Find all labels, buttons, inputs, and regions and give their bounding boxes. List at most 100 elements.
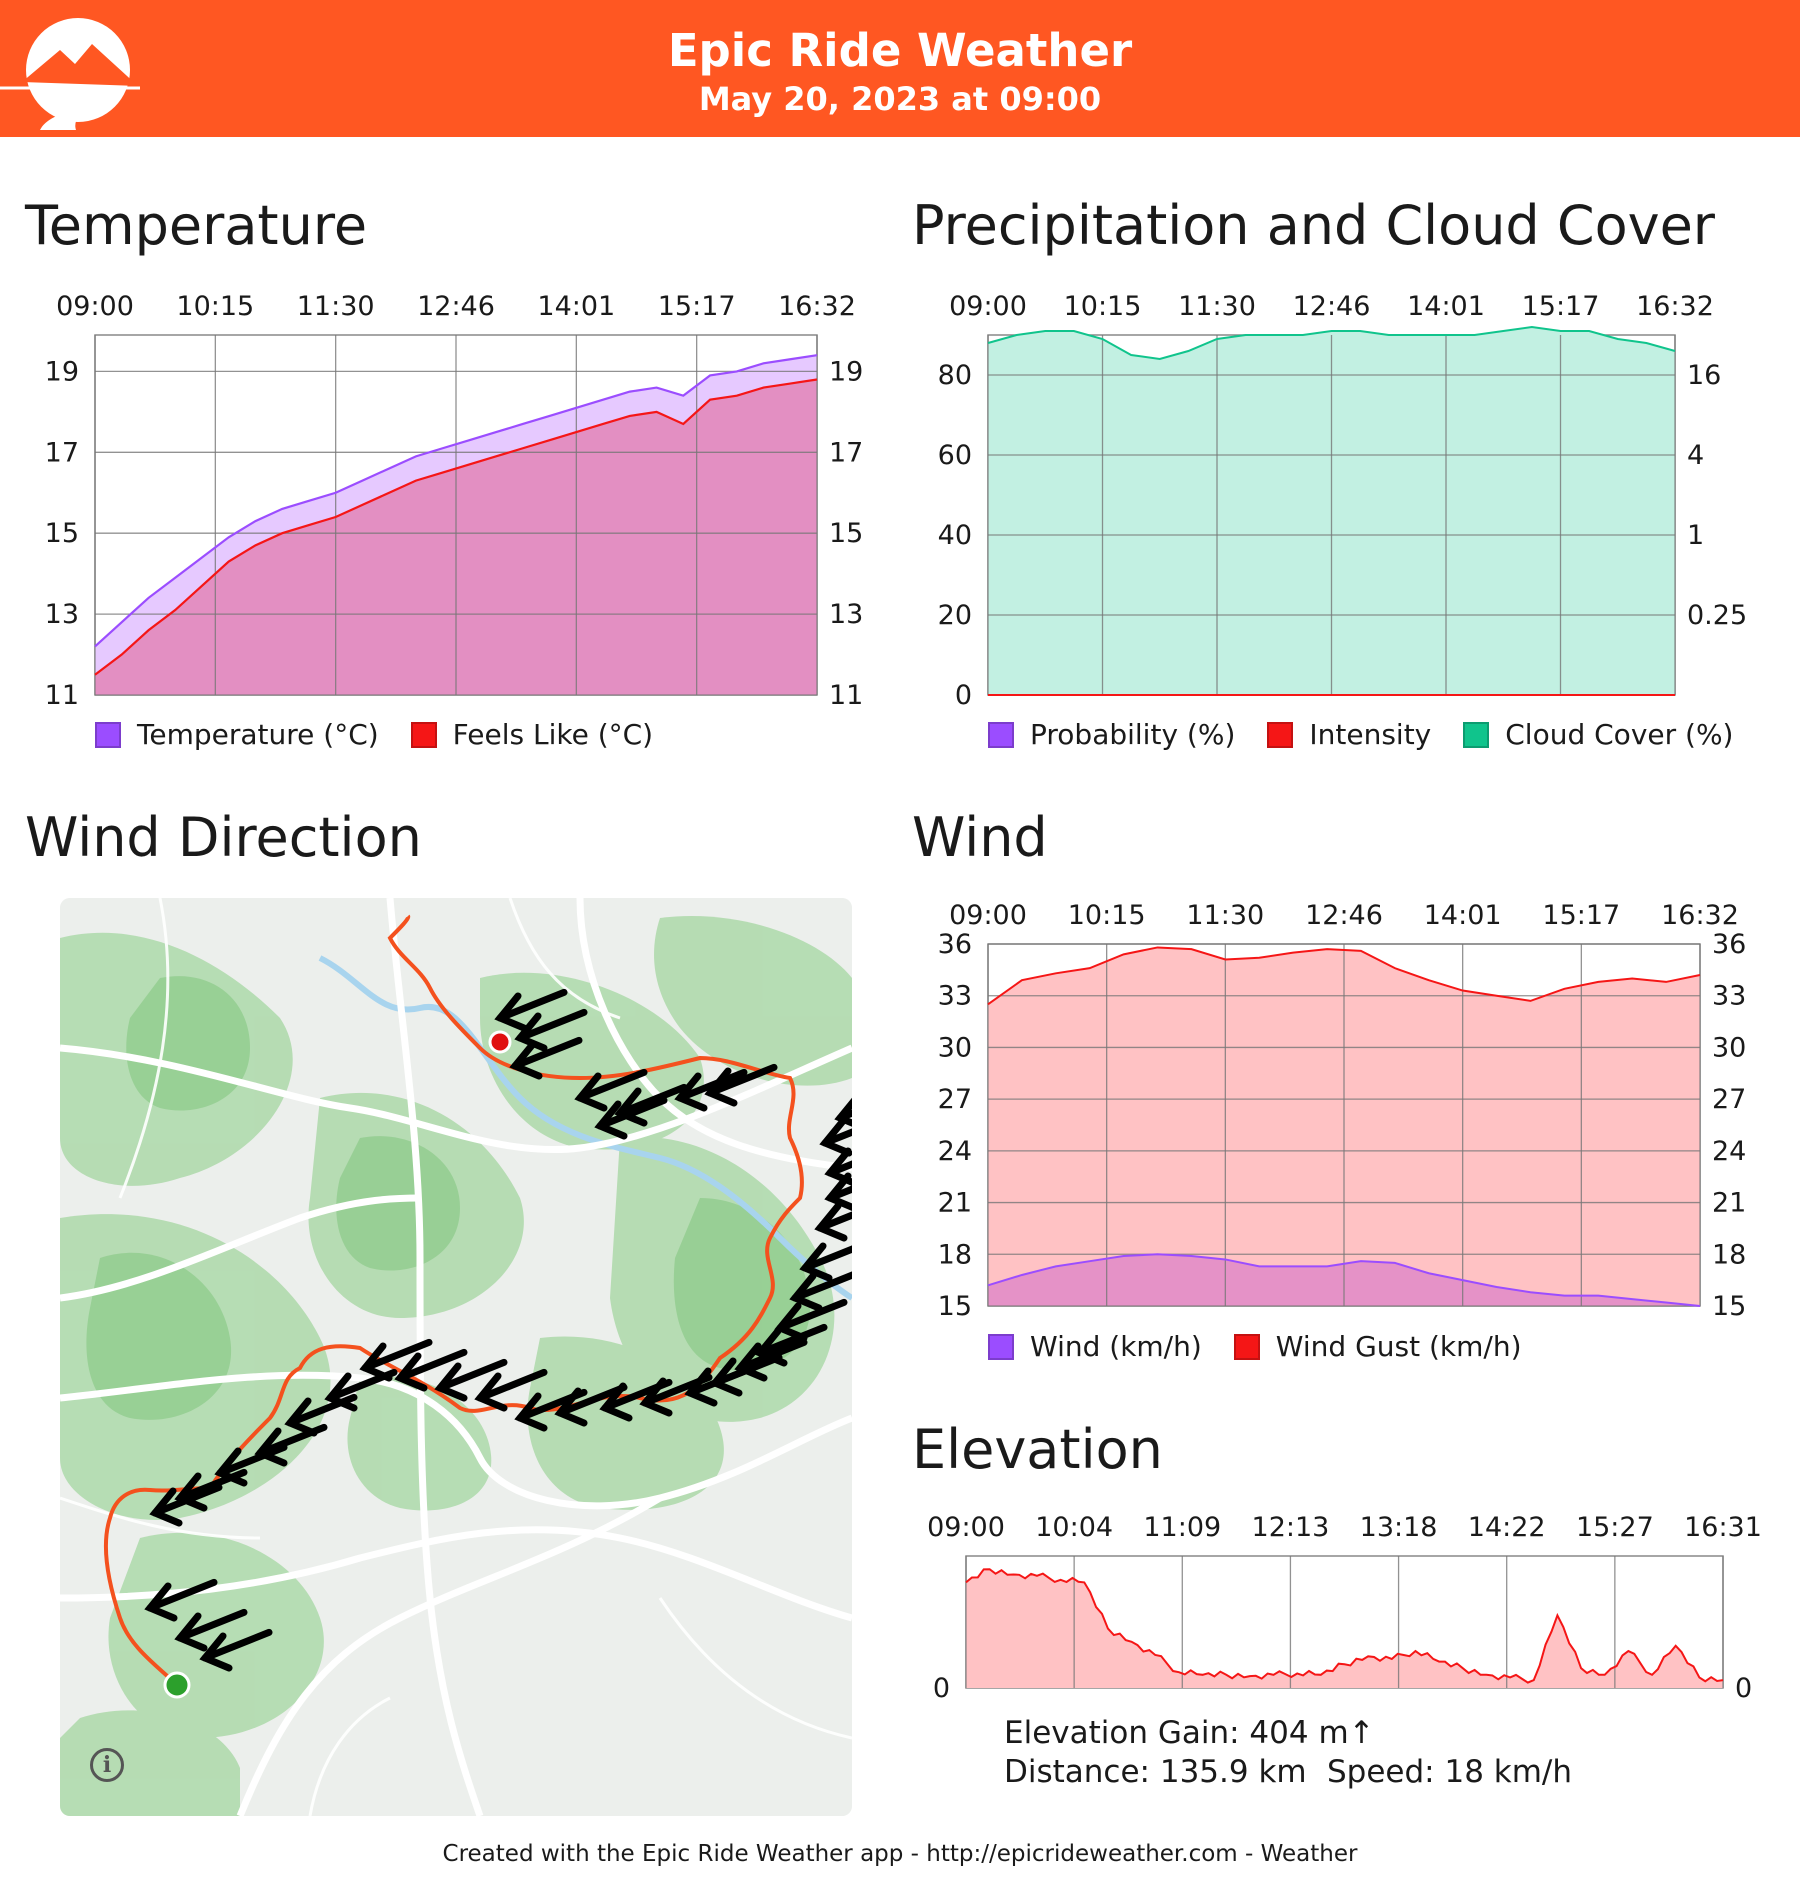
x-tick-label: 12:46 <box>1293 291 1371 322</box>
y-tick-label-left: 60 <box>938 440 972 471</box>
x-tick-label: 11:30 <box>1186 900 1264 931</box>
wind-arrow <box>616 1083 688 1117</box>
elevation-chart: 09:00 10:04 11:09 12:13 13:18 14:22 15:27 16:31… <box>927 1512 1762 1704</box>
y-tick-label-right: 21 <box>1712 1188 1746 1219</box>
route-start-icon <box>163 1671 191 1699</box>
x-tick-label: 16:31 <box>1684 1512 1762 1543</box>
wind-arrow <box>286 1393 358 1427</box>
y-tick-label-right: 16 <box>1687 360 1721 391</box>
y-tick-label-right: 18 <box>1712 1239 1746 1270</box>
series-line-0 <box>987 325 1676 361</box>
wind-arrow-head <box>614 1087 648 1127</box>
y-tick-label-left: 40 <box>938 520 972 551</box>
wind-arrow <box>151 1483 223 1517</box>
wind-arrow-head <box>174 1612 208 1652</box>
wind-arrow-head <box>514 1392 548 1432</box>
ride-distance: Distance: 135.9 km <box>1004 1754 1307 1790</box>
x-tick-label: 14:01 <box>537 291 615 322</box>
ride-speed: Speed: 18 km/h <box>1327 1754 1573 1790</box>
wind-arrow-head <box>734 1342 768 1382</box>
wind-arrow <box>436 1358 508 1392</box>
precipitation-chart: 09:00 10:15 11:30 12:46 14:01 15:17 16:3202040… <box>938 291 1747 711</box>
x-tick-label: 12:46 <box>1305 900 1383 931</box>
wind-arrow <box>516 1388 588 1422</box>
x-tick-label: 10:15 <box>1064 291 1142 322</box>
wind-title: Wind <box>912 806 1048 869</box>
y-tick-label-left: 36 <box>938 929 972 960</box>
legend-item-probability: Probability (%) <box>988 718 1235 751</box>
legend-item-wind: Wind (km/h) <box>988 1330 1202 1363</box>
epic-ride-logo-icon <box>0 18 140 130</box>
wind-arrow <box>511 1036 583 1070</box>
temperature-title: Temperature <box>25 194 368 257</box>
y-tick-label-right: 33 <box>1712 981 1746 1012</box>
wind-arrow <box>816 1211 852 1232</box>
info-icon[interactable]: i <box>90 1748 124 1782</box>
series-line-0 <box>94 354 818 648</box>
wind-arrow-head <box>774 1302 808 1342</box>
wind-direction-map[interactable]: i <box>60 898 852 1816</box>
wind-arrow <box>826 1160 852 1177</box>
wind-arrow-head <box>834 1097 852 1127</box>
wind-arrow-head <box>394 1352 428 1392</box>
wind-arrow <box>361 1338 433 1372</box>
wind-arrow <box>641 1373 713 1407</box>
wind-arrow <box>821 1128 852 1147</box>
precipitation-legend: Probability (%) Intensity Cloud Cover (%… <box>988 718 1765 751</box>
wind-arrow-head <box>284 1397 318 1437</box>
x-tick-label: 09:00 <box>949 291 1027 322</box>
y-tick-label-left: 15 <box>938 1291 972 1322</box>
y-tick-label-left: 21 <box>938 1188 972 1219</box>
y-tick-label-right: 0 <box>1735 1673 1752 1704</box>
wind-arrow <box>801 1245 852 1272</box>
y-tick-label-left: 15 <box>45 518 79 549</box>
wind-arrow <box>601 1378 673 1412</box>
wind-arrow <box>146 1578 218 1612</box>
wind-arrow <box>776 1298 848 1332</box>
wind-arrow <box>496 988 568 1022</box>
x-tick-label: 10:15 <box>176 291 254 322</box>
legend-item-feels-like: Feels Like (°C) <box>410 718 653 751</box>
wind-arrow-head <box>254 1427 288 1467</box>
wind-arrow <box>256 1423 328 1457</box>
wind-arrow-head <box>494 992 528 1032</box>
x-tick-label: 12:13 <box>1252 1512 1330 1543</box>
y-tick-label-left: 20 <box>938 600 972 631</box>
wind-arrow <box>476 1368 548 1402</box>
x-tick-label: 16:32 <box>1636 291 1714 322</box>
y-tick-label-left: 17 <box>45 437 79 468</box>
y-tick-label-left: 18 <box>938 1239 972 1270</box>
wind-chart: 09:00 10:15 11:30 12:46 14:01 15:17 16:32 15 18 2… <box>938 900 1747 1322</box>
y-tick-label-left: 0 <box>933 1673 950 1704</box>
legend-item-temperature: Temperature (°C) <box>95 718 379 751</box>
y-tick-label-left: 33 <box>938 981 972 1012</box>
wind-arrow <box>736 1338 808 1372</box>
series-line-0 <box>987 946 1701 1006</box>
x-tick-label: 13:18 <box>1360 1512 1438 1543</box>
y-tick-label-right: 30 <box>1712 1032 1746 1063</box>
wind-arrow-head <box>594 1100 628 1140</box>
y-tick-label-left: 30 <box>938 1032 972 1063</box>
elevation-title: Elevation <box>912 1418 1163 1481</box>
temperature-chart: 09:00 10:15 11:30 12:46 14:01 15:17 16:32 11 13 1… <box>45 291 864 711</box>
wind-arrow <box>706 1063 778 1097</box>
wind-arrow <box>201 1628 273 1662</box>
x-tick-label: 09:00 <box>949 900 1027 931</box>
wind-arrow <box>326 1368 398 1402</box>
app-title: Epic Ride Weather <box>667 24 1133 77</box>
x-tick-label: 09:00 <box>927 1512 1005 1543</box>
y-tick-label-right: 15 <box>829 518 863 549</box>
wind-arrow-head <box>174 1472 208 1512</box>
y-tick-label-right: 13 <box>829 599 863 630</box>
y-tick-label-right: 1 <box>1687 520 1704 551</box>
y-tick-label-left: 11 <box>45 680 79 711</box>
y-tick-label-right: 15 <box>1712 1291 1746 1322</box>
y-tick-label-right: 0.25 <box>1687 600 1747 631</box>
wind-arrow <box>176 1608 248 1642</box>
wind-arrow <box>826 1185 852 1202</box>
wind-arrow-head <box>704 1067 738 1107</box>
wind-arrow <box>176 1468 248 1502</box>
app-header: Epic Ride Weather May 20, 2023 at 09:00 <box>0 0 1800 137</box>
y-tick-label-left: 24 <box>938 1136 972 1167</box>
wind-arrow <box>556 1383 628 1417</box>
